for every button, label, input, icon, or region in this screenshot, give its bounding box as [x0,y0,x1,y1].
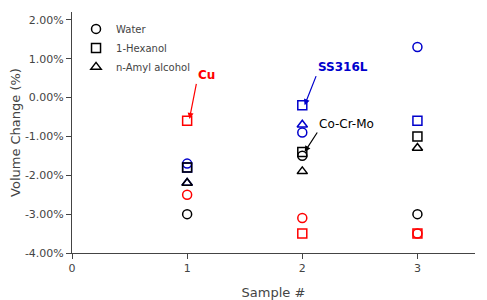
svg-text:1.00%: 1.00% [29,53,64,66]
svg-text:-3.00%: -3.00% [25,208,64,221]
svg-text:SS316L: SS316L [318,60,368,74]
svg-text:Co-Cr-Mo: Co-Cr-Mo [319,117,374,131]
svg-text:n-Amyl alcohol: n-Amyl alcohol [116,62,190,73]
svg-text:1-Hexanol: 1-Hexanol [116,43,167,54]
svg-text:Volume Change (%): Volume Change (%) [8,68,23,197]
svg-text:0: 0 [69,262,76,275]
svg-text:-2.00%: -2.00% [25,169,64,182]
svg-text:Sample #: Sample # [242,285,306,300]
svg-text:2: 2 [299,262,306,275]
svg-text:0.00%: 0.00% [29,91,64,104]
svg-text:-1.00%: -1.00% [25,130,64,143]
svg-text:Water: Water [116,24,146,35]
svg-text:Cu: Cu [198,68,215,82]
svg-text:1: 1 [184,262,191,275]
svg-text:3: 3 [414,262,421,275]
svg-text:2.00%: 2.00% [29,14,64,27]
svg-text:-4.00%: -4.00% [25,247,64,260]
